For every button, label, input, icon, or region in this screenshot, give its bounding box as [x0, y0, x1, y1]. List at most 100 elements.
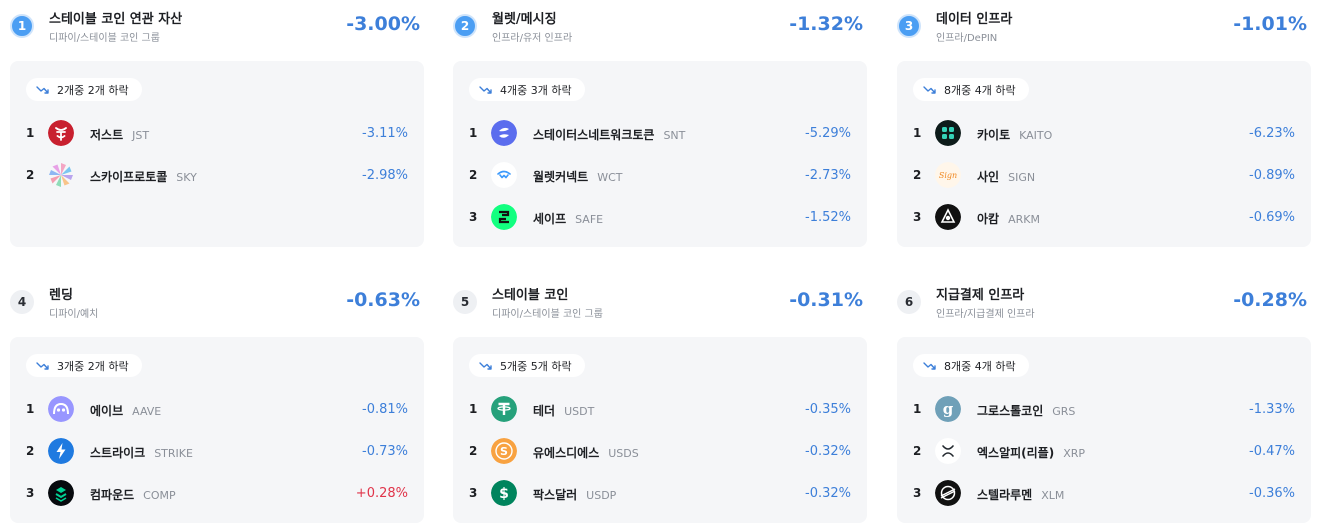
coin-change: -0.69% [1249, 210, 1295, 225]
coin-rank: 1 [913, 402, 922, 416]
coin-name-group: 유에스디에스 USDS [533, 444, 639, 461]
category-rank-badge: 6 [897, 290, 921, 314]
decline-summary-text: 8개중 4개 하락 [944, 359, 1016, 373]
coin-name-group: 테더 USDT [533, 402, 594, 419]
coin-name: 엑스알피(리플) [977, 446, 1055, 460]
coin-name: 카이토 [977, 128, 1011, 142]
coin-name: 스카이프로토콜 [90, 170, 168, 184]
status-icon [491, 120, 517, 146]
category-subtitle: 인프라/지급결제 인프라 [936, 309, 1035, 320]
decline-summary-text: 5개중 5개 하락 [500, 359, 572, 373]
coin-symbol: USDP [586, 489, 617, 502]
coin-name: 그로스톨코인 [977, 404, 1044, 418]
category-title[interactable]: 지급결제 인프라 [936, 288, 1025, 303]
coin-symbol: STRIKE [154, 447, 193, 460]
coin-name-group: 그로스톨코인 GRS [977, 402, 1075, 419]
trend-down-icon [36, 85, 50, 95]
coin-row[interactable]: 2 Sign 사인 SIGN -0.89% [897, 160, 1311, 190]
coin-row[interactable]: 1 테더 USDT -0.35% [453, 394, 867, 424]
coin-row[interactable]: 2 스카이프로토콜 SKY -2.98% [10, 160, 424, 190]
coin-rank: 2 [469, 444, 478, 458]
coin-symbol: COMP [143, 489, 176, 502]
coin-row[interactable]: 3 $ 팍스달러 USDP -0.32% [453, 478, 867, 508]
coin-change: -3.11% [362, 126, 408, 141]
coin-row[interactable]: 2 월렛커넥트 WCT -2.73% [453, 160, 867, 190]
category-rank-badge: 2 [453, 14, 477, 38]
coin-row[interactable]: 3 컴파운드 COMP +0.28% [10, 478, 424, 508]
coin-row[interactable]: 1 에이브 AAVE -0.81% [10, 394, 424, 424]
category-card: 8개중 4개 하락 1 카이토 KAITO -6.23% 2 Sign 사인 SIG… [897, 61, 1311, 247]
category-title[interactable]: 데이터 인프라 [936, 12, 1013, 27]
decline-summary-text: 3개중 2개 하락 [57, 359, 129, 373]
coin-name-group: 월렛커넥트 WCT [533, 168, 622, 185]
coin-name-group: 에이브 AAVE [90, 402, 161, 419]
kaito-icon [935, 120, 961, 146]
paxdollar-icon: $ [491, 480, 517, 506]
trend-down-icon [36, 361, 50, 371]
category-change: -0.28% [1233, 289, 1307, 311]
coin-row[interactable]: 3 아캄 ARKM -0.69% [897, 202, 1311, 232]
coin-name: 스텔라루멘 [977, 488, 1033, 502]
decline-summary-pill: 8개중 4개 하락 [913, 78, 1029, 101]
decline-summary-text: 8개중 4개 하락 [944, 83, 1016, 97]
coin-name-group: 스텔라루멘 XLM [977, 486, 1064, 503]
category-rank-badge: 4 [10, 290, 34, 314]
sign-icon: Sign [935, 162, 961, 188]
coin-symbol: JST [132, 129, 150, 142]
coin-name-group: 아캄 ARKM [977, 210, 1040, 227]
coin-row[interactable]: 2 스트라이크 STRIKE -0.73% [10, 436, 424, 466]
tether-icon [491, 396, 517, 422]
coin-row[interactable]: 1 저스트 JST -3.11% [10, 118, 424, 148]
coin-symbol: SAFE [575, 213, 604, 226]
category-title[interactable]: 스테이블 코인 [492, 288, 569, 303]
category-header[interactable]: 1 스테이블 코인 연관 자산 디파이/스테이블 코인 그룹 -3.00% [10, 0, 424, 50]
decline-summary-pill: 5개중 5개 하락 [469, 354, 585, 377]
coin-name: 세이프 [533, 212, 567, 226]
coin-name: 테더 [533, 404, 556, 418]
coin-symbol: SNT [663, 129, 686, 142]
category-title[interactable]: 월렛/메시징 [492, 12, 557, 27]
svg-text:Sign: Sign [939, 171, 957, 180]
category-header[interactable]: 2 월렛/메시징 인프라/유저 인프라 -1.32% [453, 0, 867, 50]
coin-change: -6.23% [1249, 126, 1295, 141]
category-header[interactable]: 6 지급결제 인프라 인프라/지급결제 인프라 -0.28% [897, 276, 1311, 326]
decline-summary-text: 2개중 2개 하락 [57, 83, 129, 97]
coin-row[interactable]: 3 스텔라루멘 XLM -0.36% [897, 478, 1311, 508]
category-subtitle: 디파이/스테이블 코인 그룹 [49, 33, 160, 44]
coin-row[interactable]: 2 엑스알피(리플) XRP -0.47% [897, 436, 1311, 466]
coin-row[interactable]: 1 스테이터스네트워크토큰 SNT -5.29% [453, 118, 867, 148]
coin-name: 저스트 [90, 128, 124, 142]
category-section: 5 스테이블 코인 디파이/스테이블 코인 그룹 -0.31% 5개중 5개 하… [453, 276, 867, 523]
coin-symbol: SIGN [1008, 171, 1036, 184]
category-header[interactable]: 4 렌딩 디파이/예치 -0.63% [10, 276, 424, 326]
category-card: 8개중 4개 하락 1 g 그로스톨코인 GRS -1.33% 2 엑스알피(리플… [897, 337, 1311, 523]
category-header[interactable]: 3 데이터 인프라 인프라/DePIN -1.01% [897, 0, 1311, 50]
coin-symbol: GRS [1052, 405, 1076, 418]
category-section: 1 스테이블 코인 연관 자산 디파이/스테이블 코인 그룹 -3.00% 2개… [10, 0, 424, 247]
arkham-icon [935, 204, 961, 230]
category-section: 2 월렛/메시징 인프라/유저 인프라 -1.32% 4개중 3개 하락 1 스… [453, 0, 867, 247]
category-header[interactable]: 5 스테이블 코인 디파이/스테이블 코인 그룹 -0.31% [453, 276, 867, 326]
category-card: 4개중 3개 하락 1 스테이터스네트워크토큰 SNT -5.29% 2 월렛커넥… [453, 61, 867, 247]
coin-name: 아캄 [977, 212, 1000, 226]
coin-name: 유에스디에스 [533, 446, 600, 460]
coin-change: -0.36% [1249, 486, 1295, 501]
coin-rank: 2 [26, 168, 35, 182]
coin-rank: 2 [913, 168, 922, 182]
coin-row[interactable]: 1 g 그로스톨코인 GRS -1.33% [897, 394, 1311, 424]
category-change: -0.31% [789, 289, 863, 311]
category-title[interactable]: 렌딩 [49, 288, 73, 303]
category-section: 3 데이터 인프라 인프라/DePIN -1.01% 8개중 4개 하락 1 카… [897, 0, 1311, 247]
coin-row[interactable]: 1 카이토 KAITO -6.23% [897, 118, 1311, 148]
category-title[interactable]: 스테이블 코인 연관 자산 [49, 12, 183, 27]
trend-down-icon [923, 361, 937, 371]
coin-name-group: 사인 SIGN [977, 168, 1035, 185]
coin-row[interactable]: 3 세이프 SAFE -1.52% [453, 202, 867, 232]
trend-down-icon [923, 85, 937, 95]
category-subtitle: 디파이/스테이블 코인 그룹 [492, 309, 603, 320]
coin-row[interactable]: 2 S 유에스디에스 USDS -0.32% [453, 436, 867, 466]
coin-name-group: 컴파운드 COMP [90, 486, 176, 503]
category-subtitle: 인프라/DePIN [936, 33, 998, 44]
coin-symbol: XRP [1063, 447, 1086, 460]
category-section: 6 지급결제 인프라 인프라/지급결제 인프라 -0.28% 8개중 4개 하락… [897, 276, 1311, 523]
